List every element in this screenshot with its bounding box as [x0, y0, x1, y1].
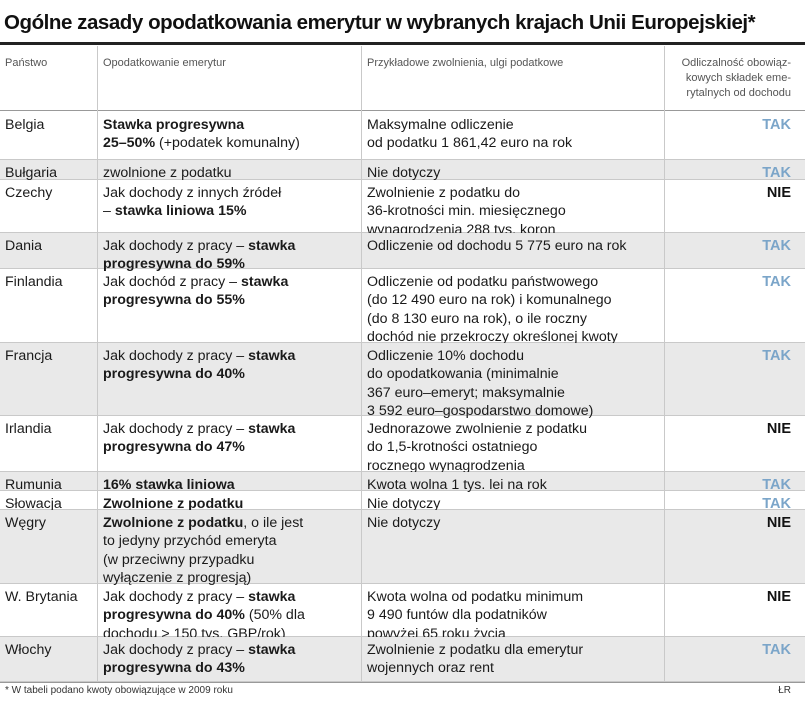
country-cell: W. Brytania	[5, 589, 78, 605]
country-cell: Francja	[5, 348, 53, 364]
country-cell: Czechy	[5, 185, 53, 201]
country-cell: Dania	[5, 238, 43, 254]
exemptions-cell: Zwolnienie z podatku do 36-krotności min.…	[367, 185, 566, 238]
table-row: Słowacja Zwolnione z podatku Nie dotyczy TA…	[0, 491, 805, 512]
credit: ŁR	[778, 685, 791, 696]
deductibility-badge: TAK	[762, 642, 791, 658]
taxation-cell: Zwolnione z podatku, o ile jest to jedyny…	[103, 515, 304, 586]
table-row: Rumunia 16% stawka liniowa Kwota wolna 1 t…	[0, 472, 805, 493]
exemptions-cell: Jednorazowe zwolnienie z podatku do 1,5-k…	[367, 421, 588, 474]
country-cell: Belgia	[5, 117, 45, 133]
table-row: Irlandia Jak dochody z pracy – stawka prog…	[0, 416, 805, 474]
exemptions-cell: Kwota wolna od podatku minimum 9 490 funt…	[367, 589, 584, 642]
header-deductibility-line: Odliczalność obowiąz-	[681, 57, 791, 69]
country-cell: Węgry	[5, 515, 46, 531]
taxation-cell: Jak dochód z pracy – stawka progresywna d…	[103, 274, 289, 309]
table-row: Finlandia Jak dochód z pracy – stawka prog…	[0, 269, 805, 345]
exemptions-cell: Nie dotyczy	[367, 165, 441, 181]
taxation-cell: 16% stawka liniowa	[103, 477, 235, 493]
deductibility-badge: TAK	[762, 496, 791, 512]
exemptions-cell: Nie dotyczy	[367, 496, 441, 512]
header-taxation: Opodatkowanie emerytur	[103, 57, 226, 69]
deductibility-badge: TAK	[762, 477, 791, 493]
country-cell: Włochy	[5, 642, 52, 658]
taxation-cell: Jak dochody z innych źródeł – stawka lini…	[103, 185, 282, 220]
deductibility-badge: TAK	[762, 348, 791, 364]
header-deductibility-line: rytalnych od dochodu	[686, 87, 791, 99]
table-row: Francja Jak dochody z pracy – stawka progr…	[0, 343, 805, 419]
exemptions-cell: Kwota wolna 1 tys. lei na rok	[367, 477, 547, 493]
country-cell: Irlandia	[5, 421, 52, 437]
taxation-cell: Jak dochody z pracy – stawka progresywna …	[103, 642, 296, 677]
header-country: Państwo	[5, 57, 48, 69]
title-rule	[0, 42, 805, 45]
country-cell: Słowacja	[5, 496, 62, 512]
deductibility-badge: NIE	[766, 421, 791, 437]
table-row: W. Brytania Jak dochody z pracy – stawka p…	[0, 584, 805, 642]
page-title: Ogólne zasady opodatkowania emerytur w w…	[4, 11, 756, 34]
taxation-cell: Jak dochody z pracy – stawka progresywna …	[103, 238, 296, 273]
column-divider	[97, 46, 98, 682]
country-cell: Finlandia	[5, 274, 63, 290]
table-row: Włochy Jak dochody z pracy – stawka progre…	[0, 637, 805, 682]
taxation-cell: zwolnione z podatku	[103, 165, 232, 181]
taxation-cell: Jak dochody z pracy – stawka progresywna …	[103, 421, 296, 456]
table-row: Dania Jak dochody z pracy – stawka progres…	[0, 233, 805, 272]
exemptions-cell: Zwolnienie z podatku dla emerytur wojenny…	[367, 642, 584, 677]
deductibility-badge: NIE	[766, 515, 791, 531]
header-deductibility: Odliczalność obowiąz- kowych składek eme…	[661, 56, 791, 101]
column-divider	[664, 46, 665, 682]
table-row: Węgry Zwolnione z podatku, o ile jest to j…	[0, 510, 805, 586]
taxation-cell: Zwolnione z podatku	[103, 496, 244, 512]
header-divider	[0, 110, 805, 111]
deductibility-badge: TAK	[762, 238, 791, 254]
exemptions-cell: Odliczenie od dochodu 5 775 euro na rok	[367, 238, 627, 254]
deductibility-badge: NIE	[766, 185, 791, 201]
column-divider	[361, 46, 362, 682]
taxation-cell: Jak dochody z pracy – stawka progresywna …	[103, 348, 296, 383]
table-row: Czechy Jak dochody z innych źródeł – stawk…	[0, 180, 805, 238]
table-row: Belgia Stawka progresywna 25–50% (+podatek…	[0, 112, 805, 160]
taxation-cell: Jak dochody z pracy – stawka progresywna …	[103, 589, 305, 642]
exemptions-cell: Odliczenie 10% dochodu do opodatkowania (…	[367, 348, 594, 419]
header-exemptions: Przykładowe zwolnienia, ulgi podatkowe	[367, 57, 564, 69]
deductibility-badge: TAK	[762, 117, 791, 133]
table-row: Bułgaria zwolnione z podatku Nie dotyczy TA…	[0, 160, 805, 181]
country-cell: Rumunia	[5, 477, 62, 493]
deductibility-badge: TAK	[762, 165, 791, 181]
deductibility-badge: TAK	[762, 274, 791, 290]
exemptions-cell: Maksymalne odliczenie od podatku 1 861,42…	[367, 117, 573, 152]
footnote: * W tabeli podano kwoty obowiązujące w 2…	[5, 685, 233, 696]
exemptions-cell: Nie dotyczy	[367, 515, 441, 531]
deductibility-badge: NIE	[766, 589, 791, 605]
footer-divider	[0, 682, 805, 683]
header-deductibility-line: kowych składek eme-	[685, 72, 791, 84]
country-cell: Bułgaria	[5, 165, 58, 181]
taxation-cell: Stawka progresywna 25–50% (+podatek komun…	[103, 117, 300, 152]
exemptions-cell: Odliczenie od podatku państwowego (do 12 …	[367, 274, 618, 345]
